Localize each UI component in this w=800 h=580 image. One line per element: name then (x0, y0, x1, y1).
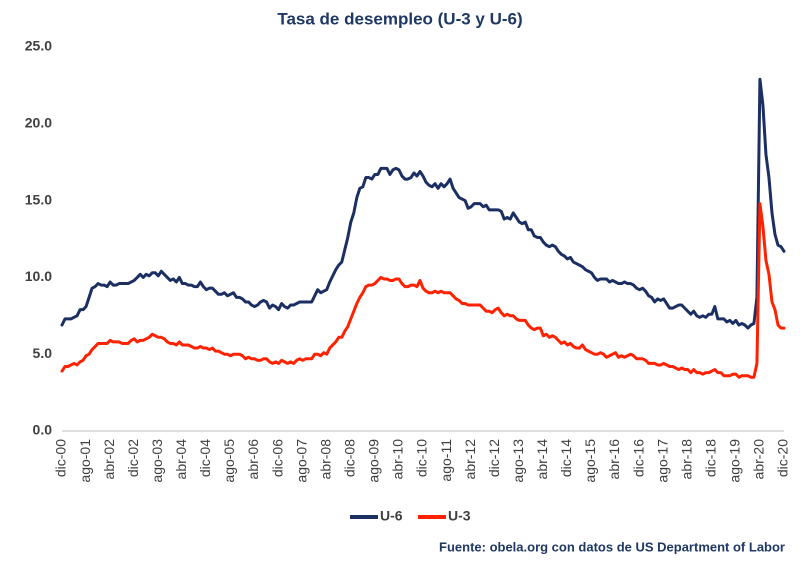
x-tick-label: dic-00 (53, 439, 69, 477)
x-tick-label: abr-14 (534, 439, 550, 480)
x-tick-label: ago-07 (293, 439, 309, 483)
y-tick-label: 15.0 (25, 191, 52, 207)
x-tick-label: dic-06 (269, 439, 285, 477)
legend-label: U-6 (380, 508, 403, 524)
x-tick-label: abr-16 (606, 439, 622, 480)
x-tick-label: abr-12 (462, 439, 478, 480)
y-tick-label: 10.0 (25, 268, 52, 284)
y-tick-label: 5.0 (33, 345, 53, 361)
legend-item: U-6 (350, 508, 403, 524)
x-tick-label: dic-04 (197, 439, 213, 477)
x-tick-label: abr-02 (101, 439, 117, 480)
x-tick-label: dic-20 (775, 439, 791, 477)
x-tick-label: ago-01 (77, 439, 93, 483)
x-tick-label: abr-04 (173, 439, 189, 480)
series-line (60, 77, 786, 330)
x-tick-label: ago-15 (582, 439, 598, 483)
x-tick-label: dic-10 (414, 439, 430, 477)
x-tick-label: dic-02 (125, 439, 141, 477)
legend-item: U-3 (418, 508, 471, 524)
x-tick-label: abr-20 (751, 439, 767, 480)
chart-title: Tasa de desempleo (U-3 y U-6) (277, 9, 522, 28)
x-tick-label: ago-05 (221, 439, 237, 483)
x-tick-label: ago-17 (654, 439, 670, 483)
x-tick-label: abr-10 (390, 439, 406, 480)
x-tick-label: ago-03 (149, 439, 165, 483)
x-tick-label: abr-06 (245, 439, 261, 480)
x-tick-label: dic-16 (630, 439, 646, 477)
x-tick-label: ago-09 (366, 439, 382, 483)
legend-label: U-3 (448, 508, 471, 524)
y-tick-label: 20.0 (25, 115, 52, 131)
x-tick-label: dic-14 (558, 439, 574, 477)
x-tick-label: abr-18 (678, 439, 694, 480)
x-tick-label: ago-19 (727, 439, 743, 483)
x-tick-label: dic-08 (342, 439, 358, 477)
x-tick-label: dic-12 (486, 439, 502, 477)
x-tick-label: ago-13 (510, 439, 526, 483)
y-tick-label: 0.0 (33, 422, 53, 438)
x-tick-label: dic-18 (703, 439, 719, 477)
x-tick-label: abr-08 (317, 439, 333, 480)
y-tick-label: 25.0 (25, 38, 52, 54)
source-note: Fuente: obela.org con datos de US Depart… (439, 539, 785, 554)
series-line (60, 202, 786, 379)
x-tick-label: ago-11 (438, 439, 454, 482)
